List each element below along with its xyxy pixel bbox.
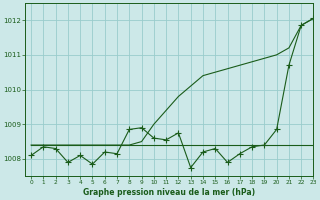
X-axis label: Graphe pression niveau de la mer (hPa): Graphe pression niveau de la mer (hPa): [83, 188, 255, 197]
